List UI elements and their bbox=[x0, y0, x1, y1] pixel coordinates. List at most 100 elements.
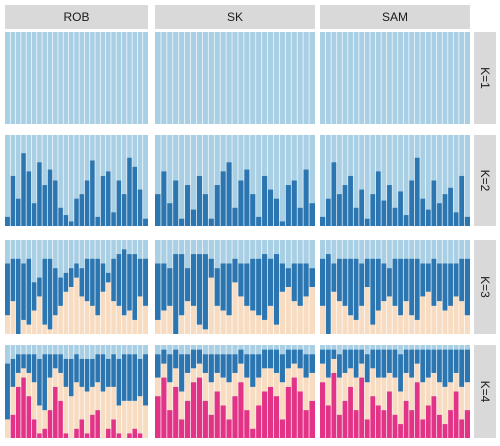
bar-segment bbox=[142, 305, 148, 334]
bar-segment bbox=[392, 207, 398, 226]
bar-segment bbox=[397, 391, 404, 425]
bar-segment bbox=[84, 180, 90, 226]
bar-segment bbox=[155, 377, 161, 397]
bar-segment bbox=[166, 305, 173, 334]
bar-segment bbox=[397, 354, 404, 392]
bar-segment bbox=[42, 324, 48, 334]
bar-segment bbox=[47, 169, 53, 226]
bar-segment bbox=[190, 209, 197, 226]
bar-segment bbox=[20, 377, 27, 438]
bar-segment bbox=[116, 433, 122, 438]
bar-segment bbox=[190, 254, 197, 306]
bar-segment bbox=[458, 301, 465, 334]
bar-segment bbox=[397, 424, 404, 438]
bar-segment bbox=[386, 185, 393, 226]
bar-segment bbox=[285, 185, 292, 226]
bar-segment bbox=[358, 349, 365, 364]
bar-segment bbox=[381, 301, 387, 334]
bar-segment bbox=[243, 169, 250, 226]
bar-segment bbox=[126, 400, 133, 434]
bar-segment bbox=[347, 258, 354, 316]
bar-segment bbox=[226, 354, 233, 383]
bar-segment bbox=[347, 349, 354, 369]
bar-segment bbox=[237, 363, 244, 383]
bar-segment bbox=[166, 354, 173, 383]
bar-segment bbox=[453, 212, 459, 226]
bar-segment bbox=[160, 377, 167, 438]
bar-segment bbox=[273, 198, 280, 226]
bar-segment bbox=[375, 171, 382, 226]
bar-segment bbox=[431, 180, 437, 226]
bar-segment bbox=[26, 171, 32, 226]
bar-segment bbox=[325, 349, 332, 378]
bar-segment bbox=[464, 349, 470, 383]
bar-segment bbox=[237, 382, 244, 438]
bar-segment bbox=[220, 405, 227, 438]
bar-segment bbox=[220, 171, 227, 226]
bar-segment bbox=[436, 414, 443, 438]
bar-segment bbox=[249, 354, 256, 387]
bar-segment bbox=[15, 198, 21, 226]
bar-segment bbox=[36, 358, 43, 406]
bar-segment bbox=[237, 296, 244, 334]
bar-segment bbox=[370, 194, 376, 226]
bar-segment bbox=[57, 354, 64, 373]
bar-segment bbox=[408, 377, 415, 411]
bar-segment bbox=[52, 180, 58, 226]
bar-segment bbox=[137, 396, 143, 434]
bar-segment bbox=[291, 349, 298, 364]
strip-sam: SAM bbox=[320, 5, 470, 29]
bar-segment bbox=[320, 363, 326, 383]
bar-segment bbox=[436, 349, 443, 383]
bar-segment bbox=[84, 358, 90, 392]
bar-segment bbox=[370, 349, 376, 369]
bar-segment bbox=[190, 305, 197, 334]
bar-segment bbox=[226, 162, 233, 226]
bar-segment bbox=[42, 354, 48, 411]
panel-sam-k3 bbox=[320, 240, 470, 334]
bar-segment bbox=[132, 428, 138, 438]
bar-segment bbox=[458, 258, 465, 302]
bar-segment bbox=[110, 354, 117, 387]
bar-segment bbox=[447, 263, 454, 306]
bar-segment bbox=[336, 377, 343, 415]
bar-segment bbox=[20, 368, 27, 378]
bar-segment bbox=[255, 354, 262, 378]
population-label: SK bbox=[227, 10, 243, 24]
bar-segment bbox=[196, 254, 203, 325]
bar-segment bbox=[184, 372, 191, 401]
bar-segment bbox=[20, 263, 27, 320]
strip-k4: K=4 bbox=[474, 345, 496, 438]
bar-segment bbox=[267, 258, 274, 306]
bar-segment bbox=[89, 358, 96, 387]
bar-segment bbox=[420, 349, 426, 383]
bar-segment bbox=[364, 382, 370, 420]
bar-segment bbox=[397, 315, 404, 334]
bar-segment bbox=[160, 263, 167, 311]
bar-segment bbox=[255, 216, 262, 226]
k-label: K=1 bbox=[478, 67, 492, 89]
bar-segment bbox=[297, 349, 304, 369]
bar-segment bbox=[331, 263, 337, 292]
bar-segment bbox=[196, 377, 203, 438]
bar-segment bbox=[73, 198, 80, 226]
bar-segment bbox=[208, 354, 215, 383]
bar-segment bbox=[347, 386, 354, 438]
bar-segment bbox=[79, 358, 85, 387]
bar-segment bbox=[453, 263, 459, 297]
bar-segment bbox=[100, 175, 106, 226]
bar-segment bbox=[453, 349, 459, 373]
bar-segment bbox=[249, 258, 256, 311]
bar-segment bbox=[273, 254, 280, 325]
bar-segment bbox=[309, 268, 315, 287]
bar-segment bbox=[172, 368, 179, 387]
bar-segment bbox=[320, 305, 326, 334]
bar-segment bbox=[36, 433, 43, 438]
bar-segment bbox=[353, 410, 359, 438]
bar-segment bbox=[47, 258, 53, 330]
bar-segment bbox=[243, 354, 250, 378]
bar-segment bbox=[255, 258, 262, 316]
bar-segment bbox=[403, 372, 409, 401]
bar-segment bbox=[364, 354, 370, 383]
population-label: ROB bbox=[63, 10, 89, 24]
